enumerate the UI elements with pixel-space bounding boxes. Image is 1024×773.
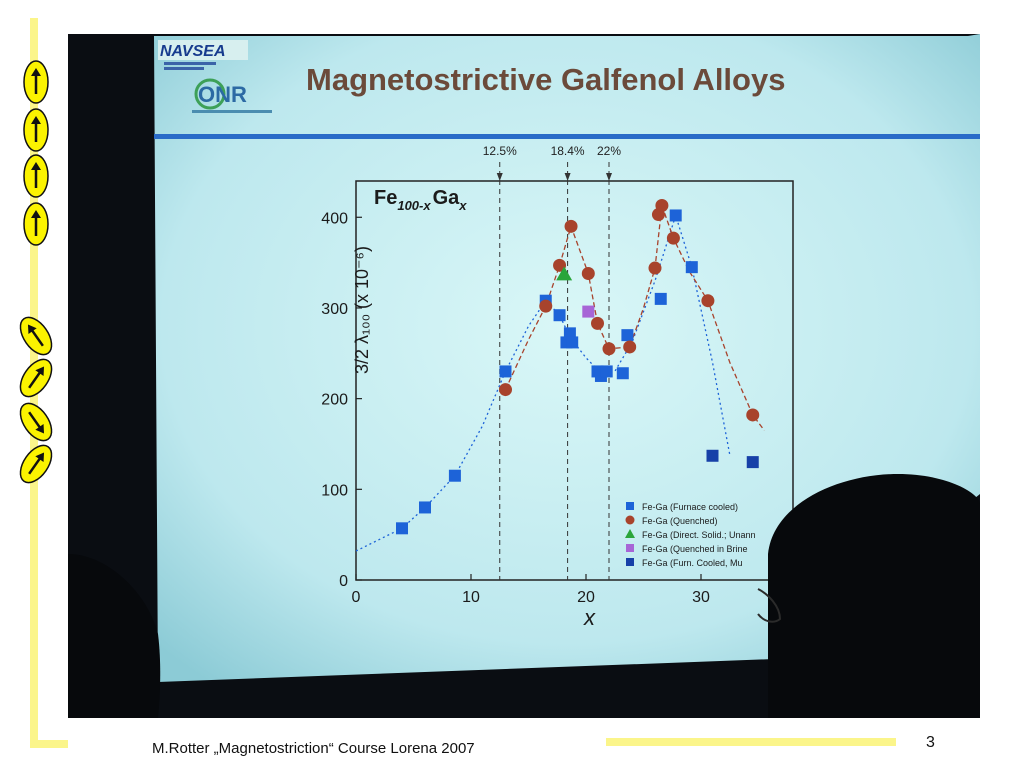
legend-swatch [626,502,634,510]
legend-entry: Fe-Ga (Quenched in Brine [642,544,748,554]
data-point-square [621,329,634,342]
data-point-square [419,501,431,514]
title-underline [154,134,980,139]
y-tick-label: 0 [339,573,348,590]
arrow-up-right-icon [19,358,53,398]
data-point-square [600,365,613,378]
y-axis-label: 3/2 λ₁₀₀ (x 10⁻⁶) [352,246,372,374]
data-point-circle [623,340,637,354]
plot-frame [355,180,794,581]
legend-entry: Fe-Ga (Direct. Solid.; Unann [642,530,756,540]
annotation-arrow-icon [606,173,612,181]
annotation-arrow-icon [564,173,571,181]
arrow-up-icon [23,60,49,104]
arrow-up-left-icon [19,316,53,356]
arrow-down-right-icon [19,402,53,442]
data-point-circle [581,266,595,280]
arrow-up-icon [23,202,49,246]
y-tick-label: 300 [321,301,348,318]
annotation-arrow-icon [496,173,503,181]
y-tick-label: 200 [321,392,348,409]
x-tick-label: 0 [352,589,361,606]
data-point-circle [602,342,616,356]
legend-swatch [625,515,635,525]
chart-formula-label: Fe100-x Gax [374,187,467,213]
x-tick-label: 20 [577,589,595,606]
data-point-circle [655,198,669,212]
legend-swatch [626,558,634,566]
data-point-circle [539,299,553,313]
data-point-triangle [556,266,573,281]
slide-title: Magnetostrictive Galfenol Alloys [306,62,785,97]
legend-entry: Fe-Ga (Furnace cooled) [642,502,738,512]
y-tick-label: 100 [321,482,348,499]
legend-entry: Fe-Ga (Quenched) [642,516,718,526]
slide-photo: NAVSEA ONR Magnetostrictive Galfenol All… [68,34,980,718]
page-number: 3 [926,734,935,751]
data-point-circle [701,294,715,308]
svg-text:ONR: ONR [198,82,247,107]
audience-head-left [68,554,161,718]
data-point-square [566,336,579,349]
data-point-square [499,365,512,378]
data-point-square [616,367,629,380]
magnetostriction-chart: Fe100-x Gax 3/2 λ₁₀₀ (x 10⁻⁶) x 0 10 20 3001… [321,144,794,630]
y-tick-label: 400 [321,210,348,227]
x-axis-label: x [583,605,596,630]
data-point-square [685,261,698,274]
data-point-circle [564,219,578,233]
data-point-circle [666,231,680,245]
projected-slide: NAVSEA ONR Magnetostrictive Galfenol All… [68,34,980,718]
data-point-square [706,449,719,462]
data-point-square [654,292,667,305]
data-point-square [582,305,595,318]
data-point-square [563,327,576,340]
navsea-logo: NAVSEA [158,40,248,70]
audience-head-right [768,474,980,718]
legend-entry: Fe-Ga (Furn. Cooled, Mu [642,558,743,568]
arrow-up-icon [23,154,49,198]
composition-annotation: 18.4% [551,144,585,158]
data-point-circle [746,408,760,422]
bottom-left-frame-bar [30,740,68,748]
data-point-circle [648,261,662,275]
chart-legend: Fe-Ga (Furnace cooled) Fe-Ga (Quenched) Fe… [625,502,756,568]
arrow-up-right-icon [19,444,53,484]
x-tick-label: 30 [692,589,710,606]
glasses [757,588,782,623]
onr-logo: ONR [192,78,272,113]
data-point-square [396,522,408,535]
data-point-square [746,456,759,469]
data-point-square [669,209,682,222]
x-tick-label: 10 [462,589,480,606]
legend-swatch [626,544,634,552]
trend-curve [504,205,765,431]
spin-arrow-column [16,0,56,768]
legend-swatch [625,529,635,538]
data-point-circle [591,316,604,330]
data-point-circle [553,258,567,272]
data-point-square [553,309,566,322]
data-point-circle [499,383,512,397]
footer-credit: M.Rotter „Magnetostriction“ Course Loren… [152,740,475,757]
svg-text:NAVSEA: NAVSEA [160,43,226,60]
data-point-square [448,469,461,482]
composition-annotation: 12.5% [483,144,517,158]
bottom-right-frame-bar [606,738,896,746]
composition-annotation: 22% [597,144,621,158]
arrow-up-icon [23,108,49,152]
projector-screen [154,34,980,682]
